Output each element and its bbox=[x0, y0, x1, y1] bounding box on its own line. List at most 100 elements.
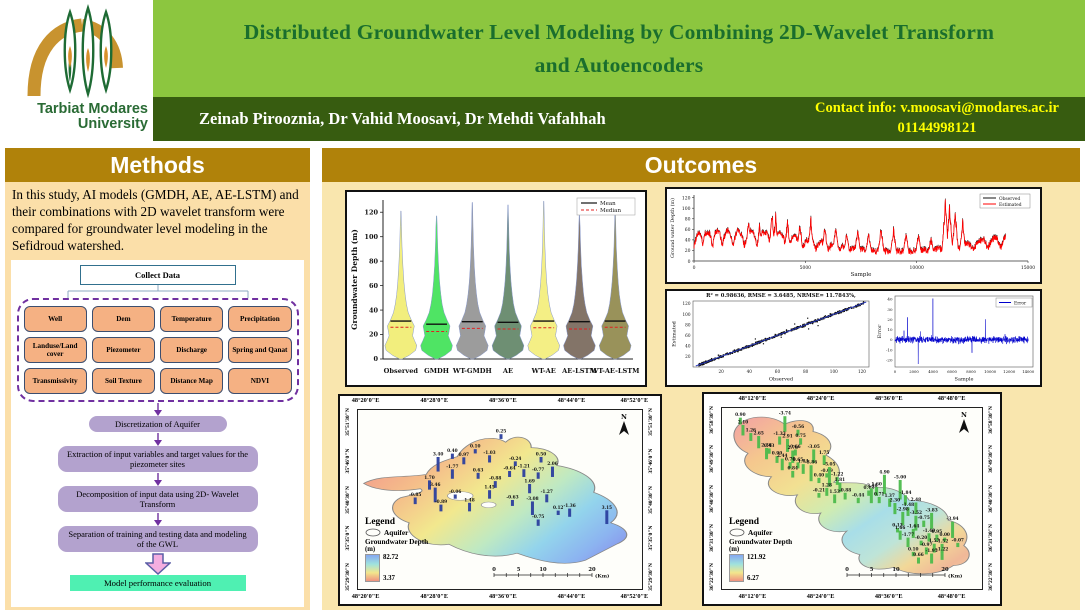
university-logo: Tarbiat Modares University bbox=[0, 0, 153, 141]
station-bar bbox=[817, 477, 821, 484]
legend-gradient-swatch bbox=[729, 554, 744, 582]
flow-input-group: Well Dem Temperature Precipitation Landu… bbox=[16, 298, 299, 402]
svg-text:30: 30 bbox=[887, 306, 893, 311]
svg-text:-0.89: -0.89 bbox=[435, 500, 447, 505]
map-latitude-label: 35°29'30"N bbox=[345, 563, 351, 592]
map-overlay: 0.40 0.10 0.25 0.97 -1.03 3.40 -0.24 0.50 -1.77 0… bbox=[409, 413, 629, 526]
map-latitude-label: 35°46'0"N bbox=[648, 448, 654, 474]
map-latitude-label: 36°31'30"N bbox=[988, 523, 994, 552]
violin-AE bbox=[491, 204, 525, 360]
map-latitude-label: 35°40'30"N bbox=[648, 485, 654, 514]
svg-text:2.30: 2.30 bbox=[890, 499, 900, 504]
station-bar bbox=[793, 449, 797, 456]
svg-text:-1.03: -1.03 bbox=[483, 451, 495, 456]
svg-text:-1.77: -1.77 bbox=[446, 465, 458, 470]
violin-GMDH bbox=[420, 215, 453, 360]
svg-text:Sample: Sample bbox=[851, 272, 872, 278]
logo-org-line2: University bbox=[77, 116, 148, 133]
violin-WT-GMDH bbox=[456, 202, 489, 360]
title-line-2: and Autoencoders bbox=[534, 52, 704, 77]
violin-WT-AE-LSTM bbox=[598, 208, 632, 360]
svg-text:GMDH: GMDH bbox=[424, 367, 449, 375]
svg-text:80: 80 bbox=[803, 369, 809, 374]
flow-down-arrow-icon bbox=[153, 473, 162, 486]
station-bar bbox=[924, 547, 928, 555]
map-longitude-label: 48°28'0"E bbox=[420, 397, 449, 404]
svg-text:120: 120 bbox=[858, 369, 866, 374]
station-bar bbox=[930, 512, 934, 529]
svg-text:WT-GMDH: WT-GMDH bbox=[452, 367, 492, 375]
svg-text:100: 100 bbox=[683, 311, 691, 316]
station-bar bbox=[536, 472, 540, 479]
legend-max-value: 121.92 bbox=[747, 554, 766, 561]
map-longitude-label: 48°36'0"E bbox=[489, 593, 517, 600]
station-bar bbox=[556, 510, 560, 515]
svg-text:2.44: 2.44 bbox=[777, 454, 787, 459]
map-latitude-label: 36°22'30"N bbox=[709, 563, 715, 592]
station-bar bbox=[738, 417, 742, 425]
legend-max-value: 82.72 bbox=[383, 554, 399, 561]
station-bar bbox=[898, 530, 902, 540]
station-bar bbox=[898, 480, 902, 500]
flow-split-connector bbox=[67, 285, 248, 298]
svg-text:-1.21: -1.21 bbox=[518, 465, 530, 470]
svg-text:-0.63: -0.63 bbox=[506, 495, 518, 500]
svg-text:Mean: Mean bbox=[600, 201, 616, 207]
svg-text:100: 100 bbox=[682, 206, 691, 212]
error-plot: -20 -10 0 10 20 30 40 0 2000 4000 6000 8000 10000 120… bbox=[875, 290, 1038, 387]
svg-text:0.63: 0.63 bbox=[473, 468, 483, 473]
station-bar bbox=[488, 490, 492, 499]
scatter-plot: R² = 0.98636, RMSE = 3.6485, NRMSE= 11.7… bbox=[669, 290, 875, 387]
flow-input-box: Distance Map bbox=[160, 368, 224, 394]
svg-text:4.90: 4.90 bbox=[879, 470, 889, 475]
svg-text:-0.06: -0.06 bbox=[449, 490, 461, 495]
outcomes-panel: Outcomes 0 20 40 60 80 100 120 Groundwater Dept… bbox=[322, 148, 1080, 610]
station-bar bbox=[940, 543, 944, 553]
violin-Observed bbox=[384, 210, 418, 360]
outcomes-header: Outcomes bbox=[322, 148, 1080, 182]
legend-aquifer-row: Aquifer bbox=[729, 528, 792, 537]
map-latitude-label: 36°58'30"N bbox=[709, 405, 715, 434]
flow-input-box: Discharge bbox=[160, 337, 224, 363]
station-bar bbox=[922, 520, 926, 527]
svg-text:1.66: 1.66 bbox=[895, 526, 905, 531]
station-bar bbox=[930, 553, 934, 564]
flow-final-box: Model performance evaluation bbox=[69, 575, 246, 591]
svg-text:20: 20 bbox=[369, 331, 379, 339]
svg-text:0.70: 0.70 bbox=[785, 458, 795, 463]
map-latitude-label: 35°40'30"N bbox=[345, 485, 351, 514]
methods-panel: Methods In this study, AI models (GMDH, … bbox=[5, 148, 310, 610]
svg-text:-1.84: -1.84 bbox=[899, 491, 911, 496]
svg-text:1.37: 1.37 bbox=[884, 494, 894, 499]
svg-text:WT-AE-LSTM: WT-AE-LSTM bbox=[590, 367, 640, 375]
station-bar bbox=[513, 461, 517, 467]
map-longitude-label: 48°28'0"E bbox=[420, 593, 449, 600]
university-name: Tarbiat Modares University bbox=[37, 101, 148, 133]
map-groundwater-depth-east: 0.90 2.10 1.26 2.65 -3.74 -0.56 -1.33 2.91 0.75 0… bbox=[702, 392, 1002, 606]
station-bar bbox=[473, 449, 477, 454]
map-scale-bar: 0 5 10 20(Km) bbox=[492, 567, 609, 580]
svg-text:40: 40 bbox=[685, 343, 691, 348]
svg-text:120: 120 bbox=[364, 208, 378, 216]
svg-text:3.15: 3.15 bbox=[602, 506, 612, 511]
station-bar bbox=[882, 474, 886, 495]
svg-text:-0.56: -0.56 bbox=[792, 425, 804, 430]
svg-text:120: 120 bbox=[682, 195, 691, 201]
contact-info: Contact info: v.moosavi@modares.ac.ir 01… bbox=[815, 99, 1085, 138]
station-bar bbox=[888, 498, 892, 507]
svg-text:-0.64: -0.64 bbox=[503, 466, 515, 471]
svg-text:N: N bbox=[621, 413, 627, 421]
svg-text:5: 5 bbox=[870, 567, 874, 573]
svg-text:-3.94: -3.94 bbox=[946, 517, 958, 522]
flow-step-2: Extraction of input variables and target… bbox=[57, 446, 258, 472]
flow-collect-data-box: Collect Data bbox=[79, 265, 236, 285]
map-latitude-label: 36°49'30"N bbox=[988, 445, 994, 473]
outcomes-body: 0 20 40 60 80 100 120 Groundwater Depth (m) Obse… bbox=[322, 182, 1080, 610]
station-bar bbox=[903, 495, 907, 505]
svg-text:60: 60 bbox=[775, 369, 781, 374]
svg-text:20: 20 bbox=[685, 248, 691, 254]
svg-text:0.71: 0.71 bbox=[874, 492, 884, 497]
svg-text:0.90: 0.90 bbox=[772, 452, 782, 457]
flow-input-box: Temperature bbox=[160, 306, 224, 332]
svg-text:1.81: 1.81 bbox=[835, 478, 845, 483]
